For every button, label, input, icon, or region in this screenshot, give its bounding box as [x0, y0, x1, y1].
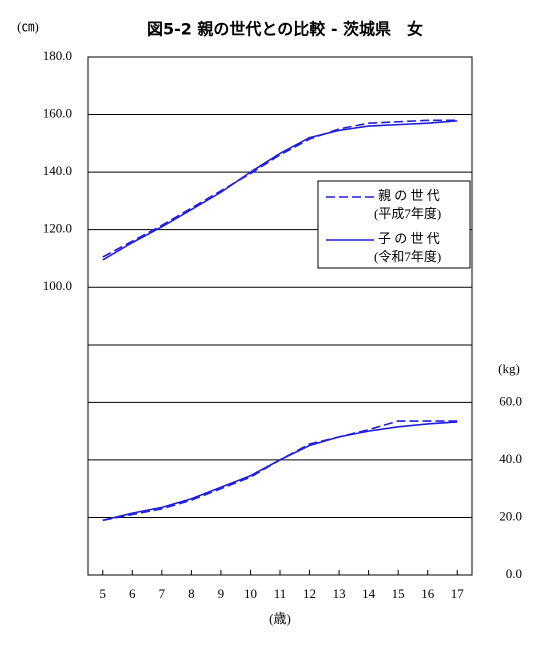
series-line — [102, 420, 458, 522]
x-tick-label: 17 — [451, 586, 465, 601]
x-tick-label: 9 — [218, 586, 225, 601]
x-tick-label: 14 — [362, 586, 376, 601]
y2-tick-label: 40.0 — [499, 451, 522, 466]
y-tick-label: 120.0 — [43, 221, 72, 236]
x-tick-label: 13 — [333, 586, 346, 601]
y2-unit: (kg) — [498, 361, 520, 376]
x-tick-label: 8 — [188, 586, 195, 601]
chart-title: 図5-2 親の世代との比較 - 茨城県 女 — [147, 20, 423, 39]
legend-label: 親 の 世 代 — [378, 188, 440, 203]
legend-box — [317, 180, 471, 269]
x-tick-label: 10 — [244, 586, 257, 601]
y-tick-label: 100.0 — [43, 278, 72, 293]
y-unit: (㎝) — [17, 19, 39, 34]
legend-note: (令和7年度) — [374, 249, 441, 264]
y2-tick-label: 60.0 — [499, 393, 522, 408]
legend-note: (平成7年度) — [374, 206, 441, 221]
y2-tick-label: 0.0 — [506, 566, 522, 581]
x-tick-label: 16 — [421, 586, 435, 601]
x-tick-label: 11 — [274, 586, 287, 601]
y-tick-label: 140.0 — [43, 163, 72, 178]
x-tick-label: 5 — [100, 586, 107, 601]
series-line — [102, 119, 458, 258]
x-tick-label: 6 — [129, 586, 136, 601]
plot-frame — [87, 56, 473, 576]
x-tick-label: 15 — [392, 586, 405, 601]
series-line — [102, 421, 458, 522]
x-tick-label: 12 — [303, 586, 316, 601]
series-line — [102, 120, 458, 261]
legend-label: 子 の 世 代 — [378, 231, 440, 246]
y2-tick-label: 20.0 — [499, 508, 522, 523]
x-label: (歳) — [269, 611, 291, 626]
x-tick-label: 7 — [159, 586, 166, 601]
y-tick-label: 180.0 — [43, 48, 72, 63]
y-tick-label: 160.0 — [43, 106, 72, 121]
